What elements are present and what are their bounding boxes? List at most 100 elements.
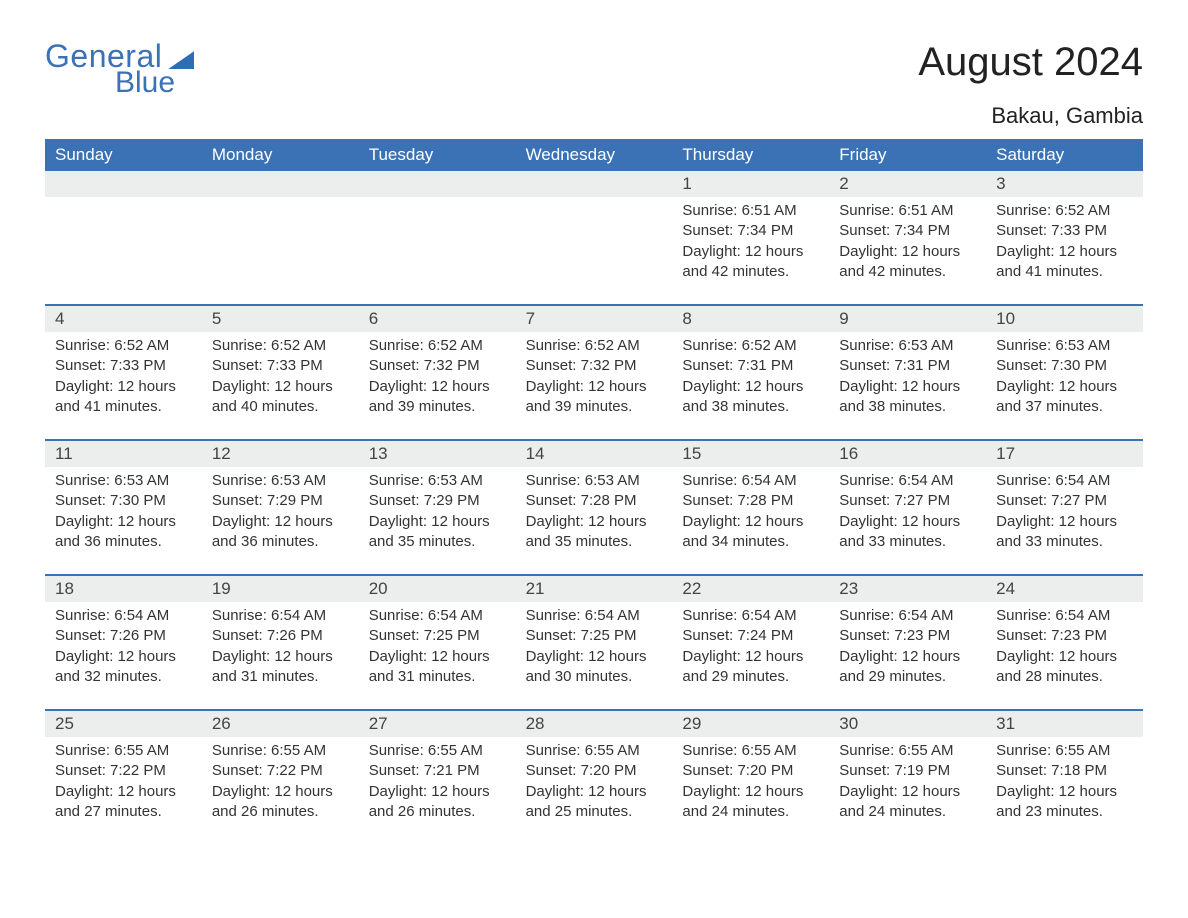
daylight-line: Daylight: 12 hours and 36 minutes.: [55, 512, 192, 553]
sunrise-line: Sunrise: 6:53 AM: [526, 471, 663, 491]
daylight-line: Daylight: 12 hours and 28 minutes.: [996, 647, 1133, 688]
sunset-line: Sunset: 7:25 PM: [369, 626, 506, 646]
day-cell: Sunrise: 6:54 AMSunset: 7:23 PMDaylight:…: [986, 602, 1143, 687]
sunset-line: Sunset: 7:24 PM: [682, 626, 819, 646]
daylight-line: Daylight: 12 hours and 33 minutes.: [996, 512, 1133, 553]
day-number: 7: [516, 306, 673, 332]
day-number: 5: [202, 306, 359, 332]
day-body-row: Sunrise: 6:55 AMSunset: 7:22 PMDaylight:…: [45, 737, 1143, 844]
daylight-line: Daylight: 12 hours and 24 minutes.: [839, 782, 976, 823]
day-cell: Sunrise: 6:54 AMSunset: 7:28 PMDaylight:…: [672, 467, 829, 552]
day-cell: Sunrise: 6:54 AMSunset: 7:24 PMDaylight:…: [672, 602, 829, 687]
sunrise-line: Sunrise: 6:54 AM: [526, 606, 663, 626]
day-number: 3: [986, 171, 1143, 197]
daylight-line: Daylight: 12 hours and 24 minutes.: [682, 782, 819, 823]
sunrise-line: Sunrise: 6:54 AM: [996, 606, 1133, 626]
day-cell: [45, 197, 202, 282]
daylight-line: Daylight: 12 hours and 36 minutes.: [212, 512, 349, 553]
sunset-line: Sunset: 7:22 PM: [55, 761, 192, 781]
day-cell: [516, 197, 673, 282]
day-cell: [359, 197, 516, 282]
daynum-row: 123: [45, 171, 1143, 197]
daylight-line: Daylight: 12 hours and 26 minutes.: [369, 782, 506, 823]
daynum-row: 18192021222324: [45, 576, 1143, 602]
day-number: 23: [829, 576, 986, 602]
sunrise-line: Sunrise: 6:54 AM: [682, 471, 819, 491]
sunrise-line: Sunrise: 6:55 AM: [212, 741, 349, 761]
sunrise-line: Sunrise: 6:54 AM: [839, 606, 976, 626]
sunrise-line: Sunrise: 6:52 AM: [212, 336, 349, 356]
day-cell: Sunrise: 6:53 AMSunset: 7:28 PMDaylight:…: [516, 467, 673, 552]
calendar-week: 45678910Sunrise: 6:52 AMSunset: 7:33 PMD…: [45, 304, 1143, 439]
daylight-line: Daylight: 12 hours and 38 minutes.: [839, 377, 976, 418]
sunrise-line: Sunrise: 6:53 AM: [212, 471, 349, 491]
sunset-line: Sunset: 7:28 PM: [682, 491, 819, 511]
day-number: 27: [359, 711, 516, 737]
weekday-header: Tuesday: [359, 139, 516, 171]
daylight-line: Daylight: 12 hours and 34 minutes.: [682, 512, 819, 553]
day-number: 16: [829, 441, 986, 467]
day-cell: Sunrise: 6:52 AMSunset: 7:31 PMDaylight:…: [672, 332, 829, 417]
day-number: [516, 171, 673, 197]
daylight-line: Daylight: 12 hours and 40 minutes.: [212, 377, 349, 418]
sunrise-line: Sunrise: 6:54 AM: [55, 606, 192, 626]
day-number: 26: [202, 711, 359, 737]
day-number: 6: [359, 306, 516, 332]
calendar-week: 25262728293031Sunrise: 6:55 AMSunset: 7:…: [45, 709, 1143, 844]
day-cell: Sunrise: 6:53 AMSunset: 7:29 PMDaylight:…: [202, 467, 359, 552]
sunset-line: Sunset: 7:34 PM: [839, 221, 976, 241]
daylight-line: Daylight: 12 hours and 27 minutes.: [55, 782, 192, 823]
daynum-row: 45678910: [45, 306, 1143, 332]
day-cell: Sunrise: 6:53 AMSunset: 7:30 PMDaylight:…: [986, 332, 1143, 417]
sunrise-line: Sunrise: 6:54 AM: [682, 606, 819, 626]
day-cell: Sunrise: 6:51 AMSunset: 7:34 PMDaylight:…: [672, 197, 829, 282]
day-cell: [202, 197, 359, 282]
day-number: 11: [45, 441, 202, 467]
sunrise-line: Sunrise: 6:55 AM: [55, 741, 192, 761]
sunset-line: Sunset: 7:29 PM: [369, 491, 506, 511]
daylight-line: Daylight: 12 hours and 29 minutes.: [839, 647, 976, 688]
sunset-line: Sunset: 7:34 PM: [682, 221, 819, 241]
sunset-line: Sunset: 7:31 PM: [682, 356, 819, 376]
sunset-line: Sunset: 7:33 PM: [996, 221, 1133, 241]
title-block: August 2024 Bakau, Gambia: [918, 40, 1143, 129]
sunset-line: Sunset: 7:23 PM: [839, 626, 976, 646]
daylight-line: Daylight: 12 hours and 39 minutes.: [526, 377, 663, 418]
sunset-line: Sunset: 7:30 PM: [55, 491, 192, 511]
sunset-line: Sunset: 7:32 PM: [526, 356, 663, 376]
day-number: 21: [516, 576, 673, 602]
day-cell: Sunrise: 6:55 AMSunset: 7:19 PMDaylight:…: [829, 737, 986, 822]
day-cell: Sunrise: 6:55 AMSunset: 7:18 PMDaylight:…: [986, 737, 1143, 822]
day-number: 9: [829, 306, 986, 332]
sunset-line: Sunset: 7:19 PM: [839, 761, 976, 781]
calendar-header-row: SundayMondayTuesdayWednesdayThursdayFrid…: [45, 139, 1143, 171]
day-number: 13: [359, 441, 516, 467]
daynum-row: 25262728293031: [45, 711, 1143, 737]
weekday-header: Thursday: [672, 139, 829, 171]
weekday-header: Monday: [202, 139, 359, 171]
sunset-line: Sunset: 7:18 PM: [996, 761, 1133, 781]
day-cell: Sunrise: 6:52 AMSunset: 7:32 PMDaylight:…: [359, 332, 516, 417]
day-cell: Sunrise: 6:54 AMSunset: 7:26 PMDaylight:…: [202, 602, 359, 687]
day-cell: Sunrise: 6:54 AMSunset: 7:23 PMDaylight:…: [829, 602, 986, 687]
sunset-line: Sunset: 7:29 PM: [212, 491, 349, 511]
day-cell: Sunrise: 6:51 AMSunset: 7:34 PMDaylight:…: [829, 197, 986, 282]
sunset-line: Sunset: 7:20 PM: [526, 761, 663, 781]
day-number: 14: [516, 441, 673, 467]
sunset-line: Sunset: 7:31 PM: [839, 356, 976, 376]
daylight-line: Daylight: 12 hours and 31 minutes.: [212, 647, 349, 688]
logo: General Blue: [45, 40, 194, 98]
day-number: 25: [45, 711, 202, 737]
sunrise-line: Sunrise: 6:52 AM: [369, 336, 506, 356]
weekday-header: Friday: [829, 139, 986, 171]
sunset-line: Sunset: 7:23 PM: [996, 626, 1133, 646]
daylight-line: Daylight: 12 hours and 41 minutes.: [55, 377, 192, 418]
day-body-row: Sunrise: 6:54 AMSunset: 7:26 PMDaylight:…: [45, 602, 1143, 709]
day-number: 19: [202, 576, 359, 602]
sunset-line: Sunset: 7:26 PM: [55, 626, 192, 646]
day-number: 4: [45, 306, 202, 332]
day-number: 15: [672, 441, 829, 467]
day-cell: Sunrise: 6:52 AMSunset: 7:33 PMDaylight:…: [202, 332, 359, 417]
daylight-line: Daylight: 12 hours and 25 minutes.: [526, 782, 663, 823]
day-number: 1: [672, 171, 829, 197]
